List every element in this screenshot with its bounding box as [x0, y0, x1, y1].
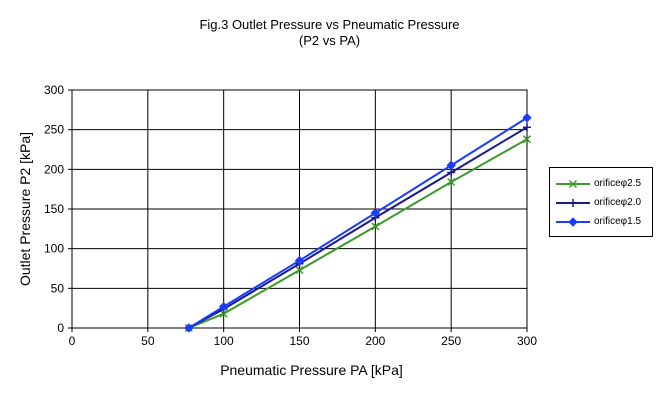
series-line — [188, 116, 528, 329]
x-axis-label: Pneumatic Pressure PA [kPa] — [220, 362, 403, 378]
legend-label: orificeφ2.0 — [594, 197, 642, 208]
y-tick-label: 100 — [44, 242, 64, 256]
x-tick-label: 150 — [289, 334, 309, 348]
chart-title-block: Fig.3 Outlet Pressure vs Pneumatic Press… — [0, 17, 659, 49]
x-tick-label: 100 — [214, 334, 234, 348]
chart-legend: orificeφ2.5 orificeφ2.0 orificeφ1.5 — [549, 167, 653, 237]
x-tick-label: 0 — [69, 334, 76, 348]
legend-marker — [568, 179, 578, 189]
y-tick-label: 50 — [51, 281, 65, 295]
y-tick-label: 0 — [57, 321, 64, 335]
legend-swatch — [556, 179, 590, 189]
data-point — [522, 113, 532, 123]
y-tick-label: 200 — [44, 162, 64, 176]
y-axis-label: Outlet Pressure P2 [kPa] — [17, 132, 33, 286]
data-point — [184, 323, 194, 333]
data-point — [371, 222, 380, 231]
legend-swatch — [556, 199, 590, 207]
data-point — [447, 177, 456, 187]
plot-border — [71, 89, 528, 329]
legend-label: orificeφ1.5 — [594, 216, 642, 227]
data-point — [446, 160, 456, 171]
legend-swatch — [556, 217, 590, 227]
data-point — [370, 208, 381, 218]
series-3 — [184, 113, 532, 333]
data-point — [295, 266, 304, 275]
chart-subtitle: (P2 vs PA) — [298, 33, 361, 48]
legend-marker — [569, 199, 577, 207]
data-point — [522, 135, 532, 144]
y-tick-label: 300 — [44, 83, 64, 97]
legend-marker — [568, 217, 578, 227]
data-point — [219, 309, 228, 318]
chart-title: Fig.3 Outlet Pressure vs Pneumatic Press… — [199, 17, 460, 32]
y-tick-label: 150 — [44, 202, 64, 216]
x-tick-label: 50 — [141, 334, 155, 348]
legend-label: orificeφ2.5 — [594, 178, 642, 189]
x-tick-label: 300 — [517, 334, 537, 348]
data-point — [218, 301, 229, 312]
y-tick-label: 250 — [44, 123, 64, 137]
x-tick-label: 200 — [365, 334, 385, 348]
series-line — [188, 126, 528, 329]
series-line — [188, 138, 528, 329]
data-point — [294, 255, 305, 266]
data-point — [523, 123, 531, 132]
x-tick-label: 250 — [441, 334, 461, 348]
